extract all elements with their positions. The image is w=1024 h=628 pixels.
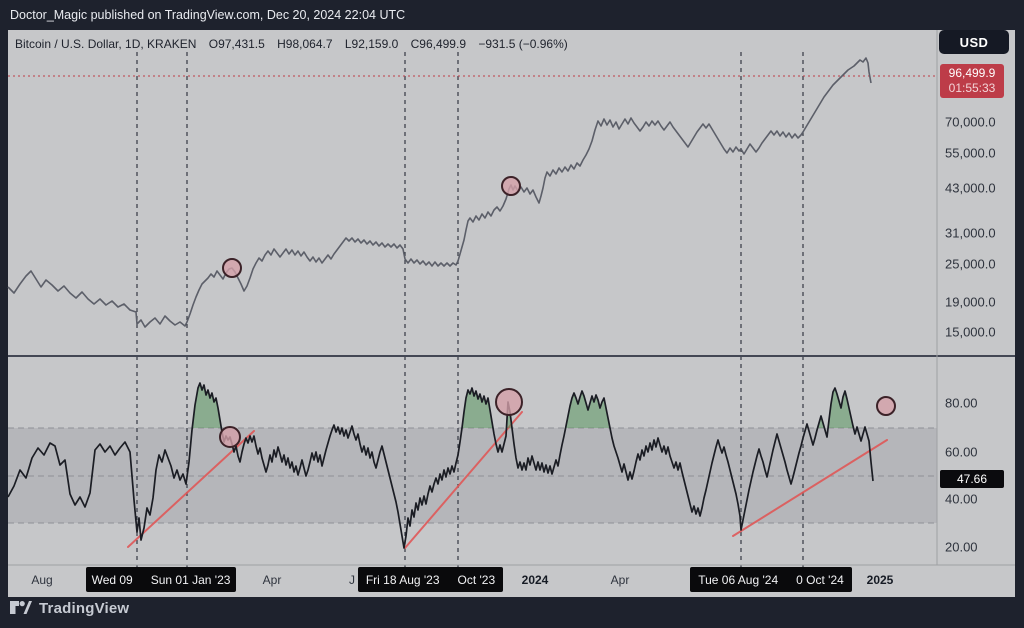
tradingview-brand-text: TradingView [39, 600, 130, 617]
price-scale-label: 31,000.0 [945, 225, 996, 241]
time-axis-label: 2025 [866, 573, 894, 587]
rsi-trendline[interactable] [732, 439, 888, 537]
symbol-title[interactable]: Bitcoin / U.S. Dollar, 1D, KRAKEN [15, 37, 197, 51]
time-axis-date-badge: Tue 06 Aug '24 0 Oct '24 [690, 567, 852, 592]
ohlc-high: H98,064.7 [277, 37, 333, 51]
currency-toggle-button[interactable]: USD [939, 30, 1009, 54]
attribution-text: Doctor_Magic published on TradingView.co… [10, 8, 406, 22]
time-axis-date-badge: Fri 18 Aug '23 Oct '23 [358, 567, 503, 592]
date-badge-label: Tue 06 Aug '24 [698, 572, 779, 587]
price-line-series [7, 57, 872, 328]
annotation-circle[interactable] [222, 258, 242, 278]
price-scale-label: 15,000.0 [945, 324, 996, 340]
time-axis-label: Aug [31, 573, 53, 587]
rsi-scale-label: 40.00 [945, 491, 978, 507]
rsi-scale-label: 60.00 [945, 444, 978, 460]
date-badge-label: Fri 18 Aug '23 [365, 572, 440, 587]
ohlc-close: C96,499.9 [410, 37, 466, 51]
bar-countdown: 01:55:33 [948, 81, 996, 95]
tradingview-logo-icon [10, 600, 32, 614]
tradingview-brand[interactable]: TradingView [10, 600, 129, 617]
annotation-circle[interactable] [501, 176, 521, 196]
rsi-trendline[interactable] [404, 411, 523, 549]
last-price-value: 96,499.9 [948, 66, 996, 80]
rsi-line-series [7, 382, 874, 549]
rsi-value-badge: 47.66 [940, 470, 1004, 488]
time-axis-label: Apr [262, 573, 282, 587]
time-axis-label: J [349, 573, 355, 587]
date-badge-label: Sun 01 Jan '23 [150, 572, 231, 587]
annotation-circle[interactable] [495, 388, 523, 416]
rsi-scale-label: 20.00 [945, 539, 978, 555]
ohlc-open: O97,431.5 [208, 37, 265, 51]
symbol-header: Bitcoin / U.S. Dollar, 1D, KRAKEN O97,43… [15, 37, 577, 51]
price-scale-label: 55,000.0 [945, 145, 996, 161]
last-price-badge: 96,499.9 01:55:33 [940, 64, 1004, 98]
time-axis-date-badge: Wed 09 Sun 01 Jan '23 [86, 567, 236, 592]
ohlc-low: L92,159.0 [344, 37, 399, 51]
date-badge-label: 0 Oct '24 [796, 572, 844, 587]
date-badge-label: Oct '23 [457, 572, 496, 587]
price-scale-label: 19,000.0 [945, 294, 996, 310]
price-scale-label: 25,000.0 [945, 256, 996, 272]
time-axis-label: Apr [610, 573, 630, 587]
time-axis-label: 2024 [521, 573, 549, 587]
ohlc-change: −931.5 (−0.96%) [478, 37, 568, 51]
annotation-circle[interactable] [876, 396, 896, 416]
price-scale-label: 70,000.0 [945, 114, 996, 130]
date-badge-label: Wed 09 [91, 572, 133, 587]
price-scale-label: 43,000.0 [945, 180, 996, 196]
annotation-circle[interactable] [219, 426, 241, 448]
rsi-scale-label: 80.00 [945, 395, 978, 411]
attribution-bar: Doctor_Magic published on TradingView.co… [0, 0, 1024, 30]
